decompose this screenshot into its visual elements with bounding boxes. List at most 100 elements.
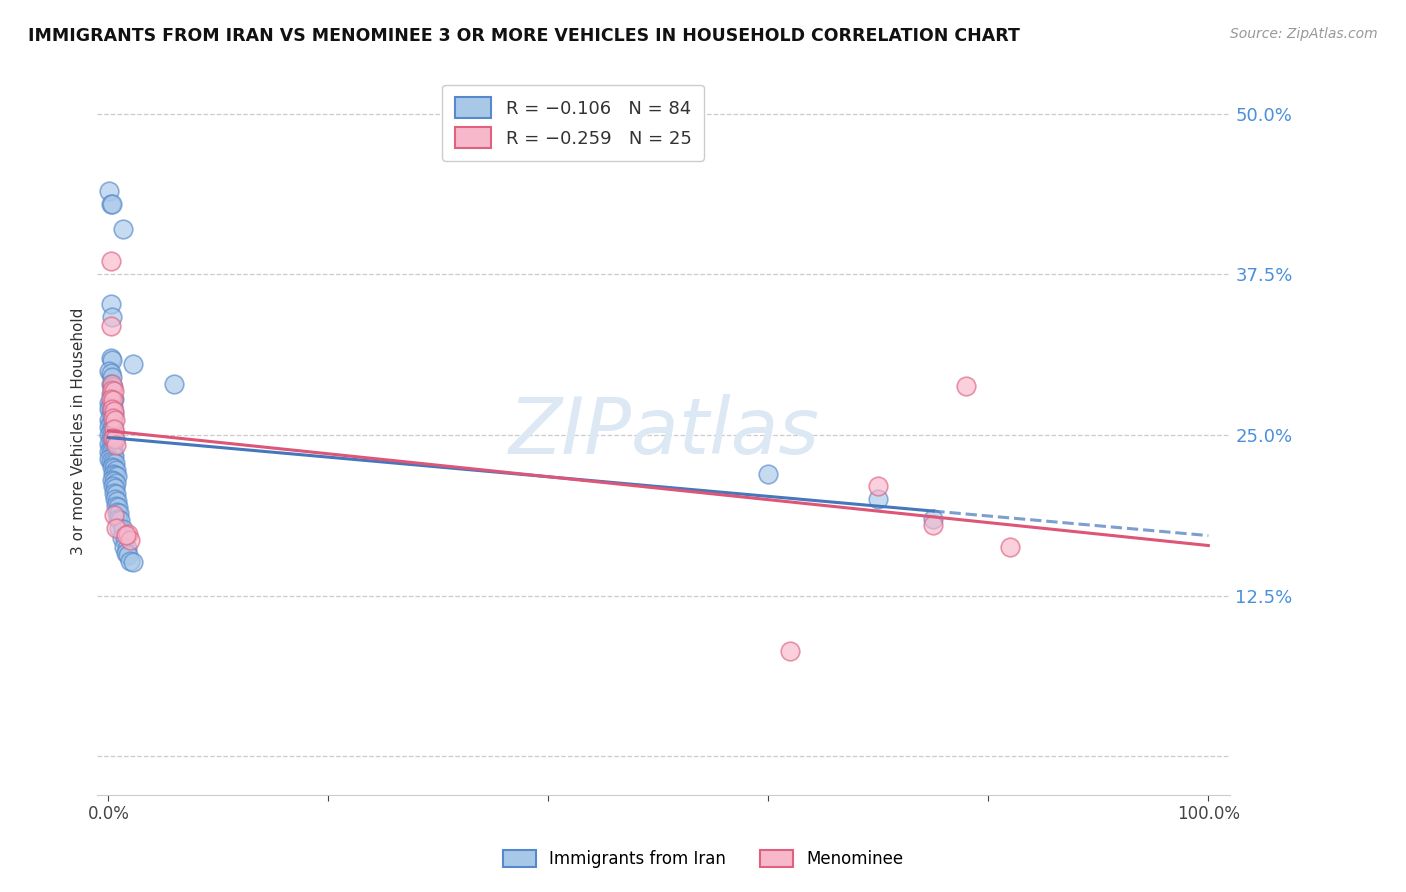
Point	[100, 366, 122, 380]
Point	[100, 383, 122, 397]
Point	[101, 393, 124, 408]
Point	[103, 449, 125, 463]
Point	[98, 402, 121, 417]
Point	[101, 479, 124, 493]
Point	[101, 417, 124, 431]
Point	[100, 387, 122, 401]
Point	[111, 522, 134, 536]
Point	[922, 518, 945, 533]
Point	[101, 392, 124, 406]
Text: Source: ZipAtlas.com: Source: ZipAtlas.com	[1230, 27, 1378, 41]
Point	[107, 511, 129, 525]
Point	[101, 431, 124, 445]
Point	[108, 507, 131, 521]
Point	[110, 531, 132, 545]
Point	[922, 511, 945, 525]
Point	[104, 481, 127, 495]
Point	[98, 420, 121, 434]
Point	[100, 254, 122, 268]
Point	[103, 384, 125, 399]
Point	[105, 469, 128, 483]
Point	[111, 222, 134, 236]
Point	[103, 424, 125, 438]
Point	[100, 431, 122, 445]
Point	[100, 196, 122, 211]
Point	[103, 486, 125, 500]
Point	[101, 467, 124, 481]
Point	[101, 441, 124, 455]
Point	[101, 411, 124, 425]
Point	[105, 438, 128, 452]
Point	[105, 463, 128, 477]
Point	[101, 406, 124, 420]
Point	[98, 364, 121, 378]
Point	[114, 532, 136, 546]
Point	[100, 397, 122, 411]
Point	[115, 528, 138, 542]
Point	[100, 423, 122, 437]
Point	[100, 414, 122, 428]
Point	[105, 487, 128, 501]
Point	[100, 403, 122, 417]
Point	[115, 546, 138, 560]
Point	[100, 429, 122, 443]
Point	[103, 392, 125, 406]
Point	[756, 467, 779, 481]
Point	[117, 527, 139, 541]
Text: IMMIGRANTS FROM IRAN VS MENOMINEE 3 OR MORE VEHICLES IN HOUSEHOLD CORRELATION CH: IMMIGRANTS FROM IRAN VS MENOMINEE 3 OR M…	[28, 27, 1019, 45]
Point	[105, 499, 128, 513]
Point	[100, 454, 122, 468]
Point	[98, 437, 121, 451]
Point	[100, 376, 122, 391]
Point	[104, 467, 127, 482]
Point	[100, 353, 122, 368]
Point	[100, 415, 122, 429]
Point	[779, 644, 801, 658]
Point	[100, 389, 122, 403]
Point	[163, 376, 186, 391]
Legend: Immigrants from Iran, Menominee: Immigrants from Iran, Menominee	[496, 843, 910, 875]
Point	[100, 318, 122, 333]
Y-axis label: 3 or more Vehicles in Household: 3 or more Vehicles in Household	[72, 308, 86, 556]
Point	[100, 421, 122, 435]
Point	[101, 455, 124, 469]
Point	[100, 446, 122, 460]
Point	[98, 452, 121, 467]
Point	[110, 513, 132, 527]
Point	[100, 196, 122, 211]
Point	[100, 297, 122, 311]
Point	[98, 444, 121, 458]
Point	[98, 412, 121, 426]
Point	[104, 433, 127, 447]
Point	[103, 408, 125, 422]
Point	[955, 379, 977, 393]
Point	[104, 432, 127, 446]
Point	[105, 475, 128, 490]
Point	[100, 370, 122, 384]
Point	[105, 505, 128, 519]
Point	[101, 432, 124, 446]
Point	[105, 520, 128, 534]
Point	[104, 412, 127, 426]
Point	[104, 456, 127, 470]
Point	[100, 440, 122, 454]
Point	[100, 402, 122, 417]
Point	[100, 376, 122, 391]
Point	[121, 357, 143, 371]
Point	[100, 310, 122, 324]
Point	[103, 421, 125, 435]
Legend: R = −0.106   N = 84, R = −0.259   N = 25: R = −0.106 N = 84, R = −0.259 N = 25	[443, 85, 704, 161]
Point	[100, 460, 122, 475]
Point	[100, 379, 122, 393]
Point	[1000, 540, 1022, 554]
Point	[107, 500, 129, 514]
Point	[98, 184, 121, 198]
Point	[103, 403, 125, 417]
Point	[100, 405, 122, 419]
Point	[100, 392, 122, 406]
Point	[105, 493, 128, 508]
Text: ZIPatlas: ZIPatlas	[509, 393, 820, 470]
Point	[100, 351, 122, 365]
Point	[121, 555, 143, 569]
Point	[100, 438, 122, 452]
